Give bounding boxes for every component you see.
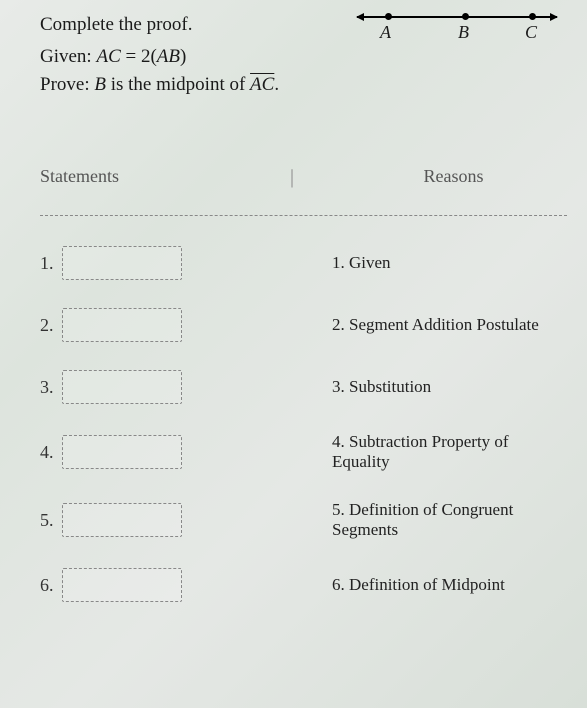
reason-1: 1. Given	[182, 253, 567, 273]
proof-row: 3. 3. Substitution	[40, 370, 567, 404]
given-label: Given:	[40, 46, 92, 67]
statement-input-2[interactable]	[62, 308, 182, 342]
statement-input-4[interactable]	[62, 435, 182, 469]
segment-diagram: A B C	[357, 10, 557, 40]
row-number: 6.	[40, 575, 62, 596]
reason-6: 6. Definition of Midpoint	[182, 575, 567, 595]
reasons-header: Reasons	[300, 166, 567, 189]
proof-table-header: Statements | Reasons	[40, 166, 567, 197]
row-number: 5.	[40, 510, 62, 531]
row-number: 4.	[40, 442, 62, 463]
row-number: 1.	[40, 253, 62, 274]
prove-var: B	[94, 74, 106, 95]
given-lhs: AC	[96, 46, 120, 67]
point-c-dot	[529, 13, 536, 20]
statement-input-6[interactable]	[62, 568, 182, 602]
point-b-label: B	[458, 22, 469, 43]
point-a-label: A	[380, 22, 391, 43]
prove-segment: AC	[250, 74, 274, 95]
row-number: 2.	[40, 315, 62, 336]
row-number: 3.	[40, 377, 62, 398]
given-close: )	[180, 46, 186, 67]
reason-4: 4. Subtraction Property of Equality	[182, 432, 567, 472]
statement-input-1[interactable]	[62, 246, 182, 280]
reason-5: 5. Definition of Congruent Segments	[182, 500, 567, 540]
given-rhs: AB	[157, 46, 180, 67]
given-eq: = 2(	[121, 46, 157, 67]
point-a-dot	[385, 13, 392, 20]
header-divider: |	[290, 166, 300, 189]
proof-row: 1. 1. Given	[40, 246, 567, 280]
statements-header: Statements	[40, 166, 290, 189]
prove-text2: .	[274, 74, 279, 95]
proof-row: 4. 4. Subtraction Property of Equality	[40, 432, 567, 472]
header-rule	[40, 215, 567, 216]
proof-row: 5. 5. Definition of Congruent Segments	[40, 500, 567, 540]
statement-input-5[interactable]	[62, 503, 182, 537]
given-line: Given: AC = 2(AB)	[40, 46, 567, 68]
reason-3: 3. Substitution	[182, 377, 567, 397]
proof-row: 6. 6. Definition of Midpoint	[40, 568, 567, 602]
prove-text1: is the midpoint of	[106, 74, 250, 95]
point-b-dot	[462, 13, 469, 20]
prove-label: Prove:	[40, 74, 90, 95]
proof-row: 2. 2. Segment Addition Postulate	[40, 308, 567, 342]
instruction-text: Complete the proof.	[40, 14, 193, 36]
reason-2: 2. Segment Addition Postulate	[182, 315, 567, 335]
prove-line: Prove: B is the midpoint of AC.	[40, 74, 567, 96]
point-c-label: C	[525, 22, 537, 43]
statement-input-3[interactable]	[62, 370, 182, 404]
